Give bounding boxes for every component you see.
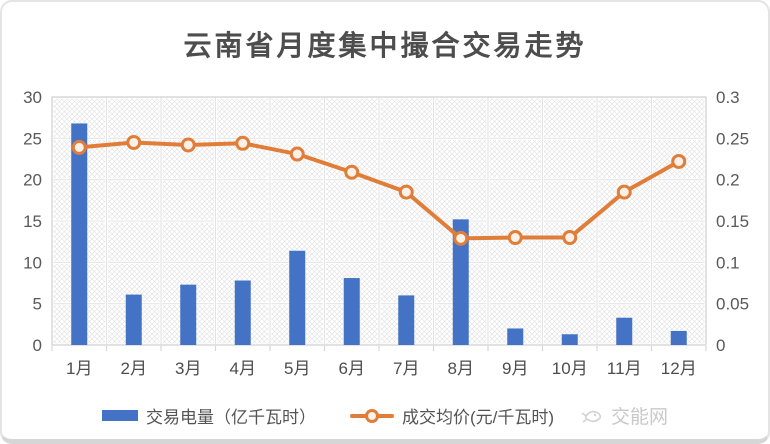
- jiaonengwang-logo-icon: [581, 410, 602, 423]
- svg-text:20: 20: [23, 171, 42, 190]
- svg-text:5月: 5月: [284, 359, 310, 378]
- svg-text:15: 15: [23, 212, 42, 231]
- bar-5月: [289, 250, 306, 345]
- legend-item-volume-label: 交易电量（亿千瓦时）: [145, 408, 316, 427]
- left-axis-ticks: 0 5 10 15 20 25 30: [23, 88, 42, 355]
- marker-3月: [180, 137, 196, 153]
- svg-text:1月: 1月: [66, 359, 92, 378]
- svg-text:25: 25: [23, 129, 42, 148]
- marker-9月: [507, 230, 523, 246]
- svg-text:8月: 8月: [448, 359, 474, 378]
- combo-chart-plot: 0 5 10 15 20 25 30 0 0.05 0.1 0.15 0.2 0.25 0.3 1月 2月 3月…: [23, 88, 749, 378]
- line-series-swatch: [349, 408, 394, 423]
- right-axis-ticks: 0 0.05 0.1 0.15 0.2 0.25 0.3: [716, 88, 749, 355]
- svg-text:5: 5: [33, 295, 42, 314]
- bar-3月: [180, 284, 197, 345]
- svg-text:0: 0: [33, 336, 42, 355]
- x-axis-labels: 1月 2月 3月 4月 5月 6月 7月 8月 9月 10月 11月 12月: [66, 359, 697, 378]
- marker-12月: [671, 153, 687, 169]
- price-line: [77, 140, 681, 241]
- svg-text:12月: 12月: [661, 359, 697, 378]
- legend-item-price: 成交均价(元/千瓦时): [349, 403, 555, 428]
- svg-text:3月: 3月: [175, 359, 201, 378]
- svg-text:10月: 10月: [552, 359, 588, 378]
- bar-8月: [452, 219, 469, 345]
- marker-2月: [126, 134, 142, 150]
- svg-text:7月: 7月: [393, 359, 419, 378]
- marker-4月: [235, 135, 251, 151]
- bar-9月: [507, 328, 524, 345]
- svg-text:10: 10: [23, 253, 42, 272]
- marker-7月: [398, 184, 414, 200]
- bar-7月: [398, 295, 415, 345]
- legend: 交易电量（亿千瓦时） 成交均价(元/千瓦时) 交能网: [2, 402, 768, 429]
- svg-text:4月: 4月: [230, 359, 256, 378]
- marker-5月: [289, 146, 305, 162]
- bar-12月: [670, 330, 687, 345]
- legend-item-price-label: 成交均价(元/千瓦时): [401, 408, 555, 427]
- svg-text:6月: 6月: [339, 359, 365, 378]
- gridlines: [50, 95, 708, 347]
- marker-6月: [344, 164, 360, 180]
- marker-1月: [71, 139, 87, 155]
- bar-2月: [125, 294, 142, 345]
- svg-text:0: 0: [716, 336, 725, 355]
- marker-11月: [616, 184, 632, 200]
- bar-11月: [616, 317, 633, 345]
- marker-10月: [562, 230, 578, 246]
- watermark-label: 交能网: [611, 407, 669, 428]
- svg-text:11月: 11月: [607, 359, 642, 378]
- svg-text:0.25: 0.25: [716, 129, 749, 148]
- svg-text:30: 30: [23, 88, 42, 107]
- svg-text:0.3: 0.3: [716, 88, 740, 107]
- bar-10月: [561, 334, 578, 345]
- svg-text:0.2: 0.2: [716, 171, 740, 190]
- bar-4月: [234, 280, 251, 345]
- legend-item-volume: 交易电量（亿千瓦时）: [101, 403, 316, 428]
- bar-series-swatch: [101, 410, 138, 421]
- bar-1月: [71, 123, 88, 345]
- svg-text:0.05: 0.05: [716, 295, 749, 314]
- line-swatch-marker: [364, 409, 379, 423]
- price-line-series: [71, 134, 687, 246]
- watermark: 交能网: [580, 402, 668, 429]
- svg-text:9月: 9月: [502, 359, 528, 378]
- marker-8月: [453, 230, 469, 246]
- svg-text:0.15: 0.15: [716, 212, 749, 231]
- svg-text:2月: 2月: [121, 359, 147, 378]
- bar-6月: [343, 278, 360, 345]
- svg-text:0.1: 0.1: [716, 253, 740, 272]
- chart-title: 云南省月度集中撮合交易走势: [183, 30, 587, 61]
- bar-series: [71, 123, 687, 345]
